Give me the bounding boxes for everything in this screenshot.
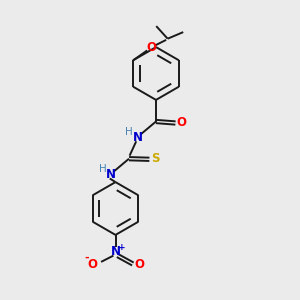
Text: H: H — [99, 164, 106, 174]
Text: O: O — [146, 41, 156, 54]
Text: N: N — [106, 168, 116, 181]
Text: O: O — [134, 257, 144, 271]
Text: N: N — [110, 245, 121, 258]
Text: -: - — [84, 253, 89, 263]
Text: N: N — [132, 130, 142, 144]
Text: H: H — [125, 127, 133, 137]
Text: O: O — [87, 257, 97, 271]
Text: S: S — [151, 152, 160, 165]
Text: O: O — [176, 116, 186, 129]
Text: +: + — [118, 243, 125, 252]
